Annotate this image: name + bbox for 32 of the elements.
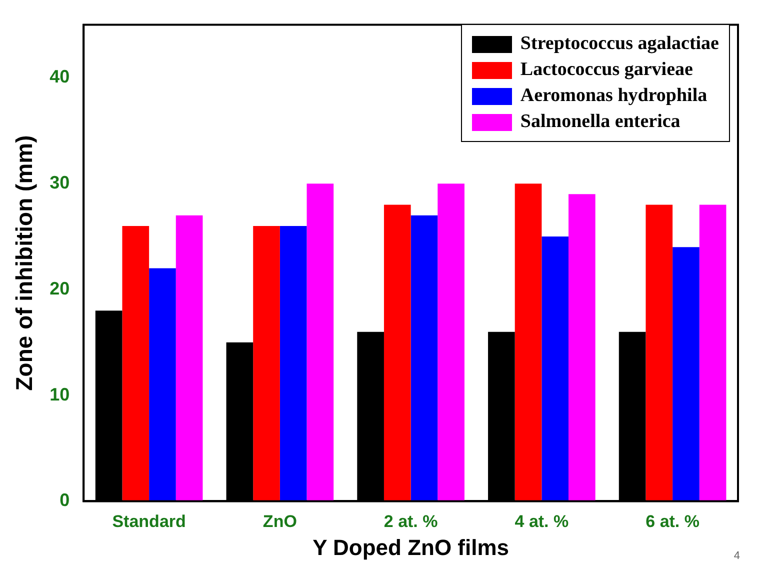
text: 4	[734, 550, 740, 562]
y-tick-label: 10	[50, 384, 70, 404]
bar	[253, 226, 280, 502]
bar	[280, 226, 307, 502]
y-tick-label: 30	[50, 172, 70, 193]
y-tick-label: 20	[50, 278, 70, 298]
bar	[568, 194, 596, 502]
x-axis-title: Y Doped ZnO films	[312, 534, 510, 560]
bar	[306, 184, 334, 502]
bar	[384, 204, 411, 502]
x-tick-label: 2 at. %	[384, 512, 438, 532]
bar	[438, 184, 464, 502]
bar	[410, 215, 438, 502]
legend-label: Aeromonas hydrophila	[520, 85, 708, 107]
legend-label: Salmonella enterica	[520, 111, 680, 133]
bar	[699, 204, 726, 502]
bar	[646, 204, 673, 502]
y-axis-title: Zone of inhibition (mm)	[11, 135, 38, 391]
y-tick-label: 0	[60, 490, 70, 510]
bar	[122, 226, 150, 502]
x-tick-label: ZnO	[262, 512, 297, 532]
bar	[542, 236, 569, 502]
bar	[672, 247, 700, 502]
x-tick-label: Standard	[112, 512, 186, 532]
bar	[149, 268, 176, 502]
x-tick-label: 6 at. %	[646, 512, 700, 532]
bar	[176, 215, 203, 502]
legend-label: Lactococcus garvieae	[520, 59, 693, 81]
y-tick-label: 40	[50, 66, 70, 87]
x-tick-label: 4 at. %	[514, 512, 569, 532]
legend-label: Streptococcus agalactiae	[520, 33, 719, 55]
bar	[514, 184, 542, 502]
